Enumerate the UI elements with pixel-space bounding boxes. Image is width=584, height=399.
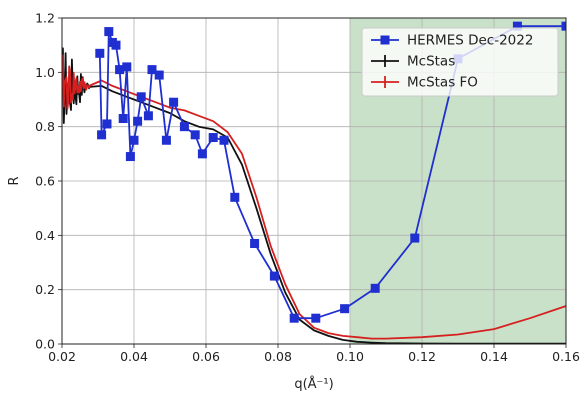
- y-tick-label: 0.8: [35, 119, 55, 134]
- x-tick-label: 0.16: [552, 349, 580, 364]
- data-point: [161, 135, 171, 145]
- x-axis-label: q(Å⁻¹): [294, 376, 333, 392]
- x-tick-label: 0.02: [48, 349, 76, 364]
- data-point: [129, 135, 139, 145]
- x-tick-label: 0.04: [120, 349, 148, 364]
- y-tick-label: 1.2: [35, 11, 55, 26]
- legend-item: McStas: [371, 54, 455, 70]
- data-point: [95, 48, 105, 58]
- data-point: [289, 313, 299, 323]
- data-point: [125, 152, 135, 162]
- x-tick-label: 0.12: [408, 349, 436, 364]
- series-line: [98, 25, 566, 320]
- legend-item: McStas FO: [371, 75, 478, 91]
- y-tick-label: 0.4: [35, 228, 55, 243]
- data-point: [370, 283, 380, 293]
- x-tick-label: 0.08: [264, 349, 292, 364]
- y-tick-label: 0.2: [35, 282, 55, 297]
- data-point: [512, 21, 522, 31]
- series-mcstas-fo: [62, 54, 566, 340]
- legend-label: McStas FO: [407, 75, 478, 91]
- data-point: [133, 116, 143, 126]
- data-point: [340, 304, 350, 314]
- data-point: [102, 119, 112, 129]
- data-point: [179, 122, 189, 132]
- data-point: [197, 149, 207, 159]
- data-point: [154, 70, 164, 80]
- data-point: [219, 135, 229, 145]
- data-point: [104, 27, 114, 37]
- x-tick-label: 0.06: [192, 349, 220, 364]
- data-point: [561, 21, 566, 31]
- legend-swatch-marker: [380, 35, 390, 45]
- data-point: [269, 271, 279, 281]
- legend-label: McStas: [407, 54, 455, 70]
- x-tick-label: 0.14: [480, 349, 508, 364]
- series-line: [62, 47, 566, 344]
- data-point: [143, 111, 153, 121]
- data-point: [118, 114, 128, 124]
- y-tick-label: 0.6: [35, 174, 55, 189]
- series-line: [62, 54, 566, 340]
- data-point: [230, 192, 240, 202]
- y-tick-label: 0.0: [35, 337, 55, 352]
- legend-label: HERMES Dec-2022: [407, 33, 533, 49]
- y-tick-label: 1.0: [35, 65, 55, 80]
- data-point: [208, 133, 218, 143]
- legend-box: [361, 27, 559, 97]
- y-axis-label: R: [7, 176, 22, 185]
- series-mcstas: [62, 47, 566, 344]
- data-point: [115, 65, 125, 75]
- data-point: [147, 65, 157, 75]
- data-point: [190, 130, 200, 140]
- legend: HERMES Dec-2022 McStas McStas FO: [361, 27, 559, 97]
- data-point: [97, 130, 107, 140]
- data-point: [122, 62, 132, 72]
- data-point: [136, 92, 146, 102]
- x-tick-label: 0.10: [336, 349, 364, 364]
- data-point: [311, 313, 321, 323]
- data-point: [169, 97, 179, 107]
- series-hermes-dec-2022: [95, 21, 566, 323]
- data-point: [111, 40, 121, 50]
- data-point: [410, 233, 420, 243]
- data-point: [250, 238, 260, 248]
- plot-frame: [61, 17, 567, 345]
- legend-item: HERMES Dec-2022: [371, 33, 533, 49]
